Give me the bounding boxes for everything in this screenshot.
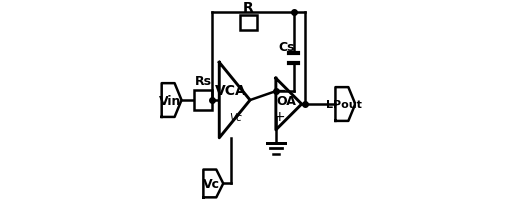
Polygon shape [219, 63, 250, 138]
Bar [240, 16, 256, 31]
Text: R: R [243, 1, 253, 15]
Text: OA: OA [277, 94, 297, 107]
Polygon shape [204, 170, 223, 197]
Text: VCA: VCA [215, 84, 247, 98]
Polygon shape [276, 79, 302, 130]
Text: Vc: Vc [203, 177, 220, 190]
Text: Vin: Vin [159, 94, 181, 107]
Polygon shape [336, 88, 355, 121]
Text: Vc: Vc [229, 112, 242, 122]
Polygon shape [162, 84, 181, 117]
Text: +: + [273, 109, 285, 123]
Text: Rs: Rs [195, 74, 212, 87]
Bar [194, 91, 212, 110]
Text: Cs: Cs [278, 41, 295, 54]
Text: −: − [273, 82, 286, 97]
Text: LPout: LPout [326, 100, 361, 110]
